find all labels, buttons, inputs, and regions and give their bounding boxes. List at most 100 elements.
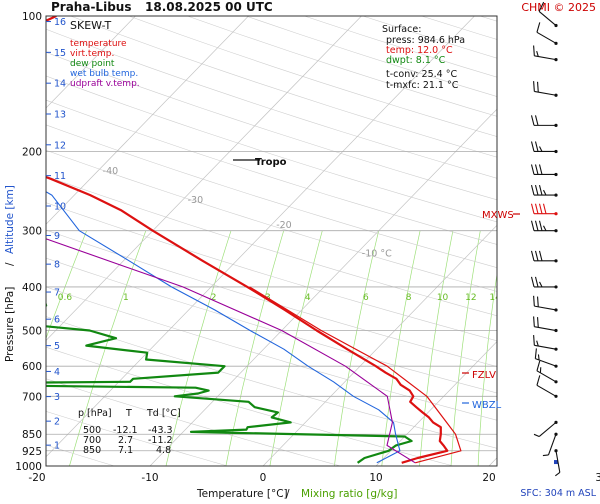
- barb-station-dot: [554, 285, 557, 288]
- pressure-tick-500: 500: [22, 326, 42, 338]
- surface-dewpoint: dwpt: 8.1 °C: [386, 55, 446, 66]
- altitude-tick-1: 1: [54, 441, 60, 452]
- legend-virt-temp: virt.temp.: [70, 49, 114, 59]
- isotherm-label--40: -40: [103, 166, 119, 177]
- legend-temperature: temperature: [70, 39, 127, 49]
- table-row-850-td: 4.8: [156, 445, 171, 456]
- barb-station-dot: [554, 380, 557, 383]
- fzlv-label: FZLV: [472, 370, 496, 381]
- table-row-850-t: 7.1: [118, 445, 133, 456]
- barb-station-dot: [554, 212, 557, 215]
- barb-station-dot: [554, 42, 557, 45]
- temperature-tick-0: 0: [260, 472, 267, 484]
- table-header-p: p [hPa]: [78, 408, 112, 419]
- station-title: Praha-Libus: [51, 0, 131, 14]
- barb-station-dot: [554, 421, 557, 424]
- credit-text: CHMI © 2025: [521, 1, 596, 14]
- pressure-tick-925: 925: [22, 446, 42, 458]
- barb-station-dot: [554, 150, 557, 153]
- pressure-tick-200: 200: [22, 146, 42, 158]
- altitude-tick-11: 11: [54, 171, 66, 182]
- x-axis-title-mixing: Mixing ratio [g/kg]: [301, 488, 397, 500]
- wbzl-label: WBZL: [472, 400, 502, 411]
- altitude-tick-9: 9: [54, 231, 60, 242]
- barb-feather: [538, 82, 539, 92]
- barb-station-dot: [554, 24, 557, 27]
- barb-feather: [534, 316, 535, 326]
- barb-feather: [534, 46, 535, 56]
- altitude-tick-4: 4: [54, 367, 60, 378]
- legend-wet-bulb: wet bulb temp.: [70, 69, 138, 79]
- isotherm-label--20: -20: [276, 220, 292, 231]
- altitude-tick-8: 8: [54, 260, 60, 271]
- temperature-tick--10: -10: [141, 472, 158, 484]
- barb-station-dot: [554, 193, 557, 196]
- surface-tconv: t-conv: 25.4 °C: [386, 69, 457, 80]
- pressure-tick-100: 100: [22, 11, 42, 23]
- altitude-tick-14: 14: [54, 79, 66, 90]
- mixing-ratio-label-1: 1: [123, 293, 129, 303]
- tropopause-label: Tropo: [255, 157, 287, 168]
- altitude-tick-13: 13: [54, 109, 66, 120]
- barb-feather: [538, 317, 539, 327]
- isotherm-label--10: -10 °C: [362, 248, 392, 259]
- temperature-tick--20: -20: [28, 472, 45, 484]
- barb-station-dot: [554, 259, 557, 262]
- barb-station-dot: [554, 124, 557, 127]
- altitude-tick-12: 12: [54, 140, 66, 151]
- barb-station-dot: [554, 173, 557, 176]
- legend-dew-point: dew point: [70, 59, 115, 69]
- y-axis-title-altitude: Altitude [km]: [4, 185, 16, 254]
- barb-station-dot: [554, 395, 557, 398]
- pressure-tick-700: 700: [22, 391, 42, 403]
- barb-feather: [534, 81, 535, 91]
- table-row-850-p: 850: [83, 445, 101, 456]
- legend-title: SKEW-T: [70, 19, 112, 32]
- temperature-tick-10: 10: [369, 472, 382, 484]
- altitude-tick-16: 16: [54, 17, 66, 28]
- barb-station-dot: [554, 365, 557, 368]
- mixing-ratio-label-8: 8: [406, 293, 412, 303]
- altitude-tick-10: 10: [54, 201, 66, 212]
- altitude-tick-5: 5: [54, 341, 60, 352]
- barb-station-dot: [554, 58, 557, 61]
- y-axis-title-pressure: Pressure [hPa]: [4, 287, 16, 362]
- barb-station-dot: [554, 433, 557, 436]
- surface-elevation: SFC: 304 m ASL: [520, 488, 596, 499]
- barb-feather: [534, 296, 535, 306]
- mixing-ratio-label-4: 4: [305, 293, 311, 303]
- barb-station-dot: [554, 348, 557, 351]
- barb-feather: [543, 455, 549, 456]
- mixing-ratio-label-12: 12: [465, 293, 476, 303]
- datetime-title: 18.08.2025 00 UTC: [145, 0, 273, 14]
- pressure-tick-600: 600: [22, 361, 42, 373]
- mixing-ratio-label-10: 10: [437, 293, 449, 303]
- altitude-tick-2: 2: [54, 417, 60, 428]
- surface-tmxfc: t-mxfc: 21.1 °C: [386, 80, 459, 91]
- y-axis-title-separator: /: [4, 262, 16, 266]
- barb-station-dot: [554, 308, 557, 311]
- surface-title: Surface:: [382, 24, 421, 35]
- legend-updraft: udpraft v.temp.: [70, 79, 140, 89]
- pressure-tick-300: 300: [22, 226, 42, 238]
- barb-station-dot: [554, 329, 557, 332]
- barb-feather: [538, 354, 539, 360]
- altitude-tick-7: 7: [54, 288, 60, 299]
- barb-station-dot: [554, 229, 557, 232]
- pressure-tick-400: 400: [22, 282, 42, 294]
- mxws-label: MXWS: [482, 210, 514, 221]
- altitude-tick-6: 6: [54, 315, 60, 326]
- altitude-tick-15: 15: [54, 48, 66, 59]
- altitude-tick-3: 3: [54, 392, 60, 403]
- table-header-td: Td [°C]: [146, 408, 181, 419]
- temperature-tick-30: 30: [595, 472, 600, 484]
- isotherm-label--30: -30: [188, 195, 204, 206]
- x-axis-title-temperature: Temperature [°C]: [196, 488, 288, 500]
- level-table: p [hPa] T Td [°C] 500 -12.1 -43.3 700 2.…: [78, 408, 181, 456]
- temperature-tick-20: 20: [482, 472, 495, 484]
- table-header-t: T: [125, 408, 132, 419]
- barb-station-dot: [554, 94, 557, 97]
- x-axis-title-separator: /: [286, 488, 290, 500]
